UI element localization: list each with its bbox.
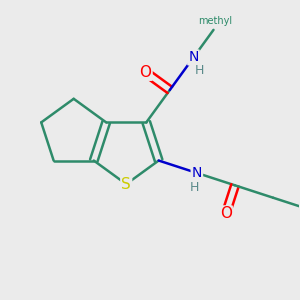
Text: S: S — [121, 177, 131, 192]
Text: O: O — [140, 65, 152, 80]
Text: H: H — [189, 181, 199, 194]
Text: O: O — [220, 206, 232, 221]
Text: methyl: methyl — [198, 16, 232, 26]
Text: N: N — [192, 166, 202, 180]
Text: N: N — [188, 50, 199, 64]
Text: H: H — [194, 64, 204, 76]
